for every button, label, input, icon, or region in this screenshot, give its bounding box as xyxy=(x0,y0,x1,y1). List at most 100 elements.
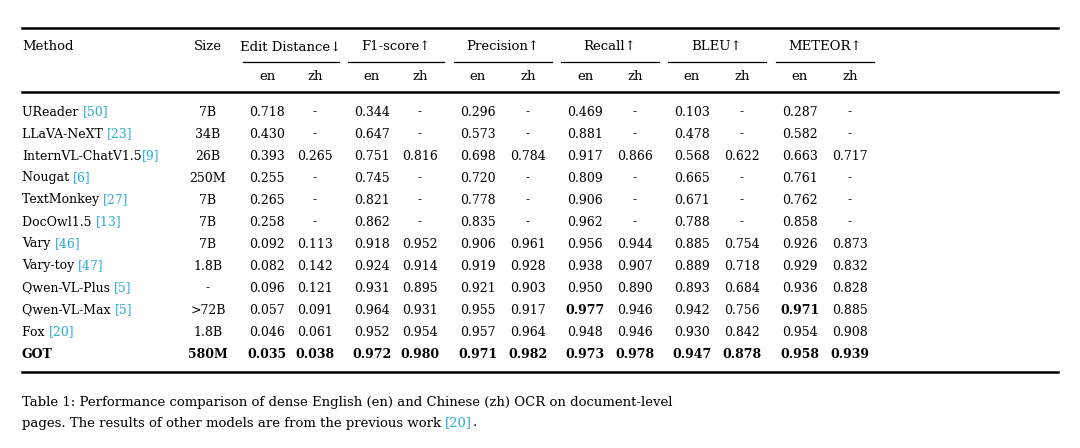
Text: -: - xyxy=(418,105,422,119)
Text: zh: zh xyxy=(521,69,536,82)
Text: 0.917: 0.917 xyxy=(510,303,545,316)
Text: 0.978: 0.978 xyxy=(616,348,654,361)
Text: 0.809: 0.809 xyxy=(567,172,603,185)
Text: 0.842: 0.842 xyxy=(724,326,760,339)
Text: 0.092: 0.092 xyxy=(249,237,285,250)
Text: -: - xyxy=(206,281,211,294)
Text: zh: zh xyxy=(413,69,428,82)
Text: GOT: GOT xyxy=(22,348,53,361)
Text: 0.889: 0.889 xyxy=(674,259,710,272)
Text: 0.946: 0.946 xyxy=(617,303,653,316)
Text: 0.393: 0.393 xyxy=(249,150,285,163)
Text: 0.907: 0.907 xyxy=(617,259,652,272)
Text: 7B: 7B xyxy=(200,105,217,119)
Text: 0.881: 0.881 xyxy=(567,128,603,141)
Text: >72B: >72B xyxy=(190,303,226,316)
Text: 0.035: 0.035 xyxy=(247,348,286,361)
Text: 0.287: 0.287 xyxy=(782,105,818,119)
Text: 0.973: 0.973 xyxy=(566,348,605,361)
Text: Precision↑: Precision↑ xyxy=(467,40,540,53)
Text: -: - xyxy=(848,172,852,185)
Text: UReader: UReader xyxy=(22,105,82,119)
Text: -: - xyxy=(313,172,318,185)
Text: 0.756: 0.756 xyxy=(725,303,760,316)
Text: 0.977: 0.977 xyxy=(565,303,605,316)
Text: -: - xyxy=(526,172,530,185)
Text: -: - xyxy=(848,128,852,141)
Text: 0.096: 0.096 xyxy=(249,281,285,294)
Text: 0.866: 0.866 xyxy=(617,150,653,163)
Text: 0.046: 0.046 xyxy=(249,326,285,339)
Text: 0.890: 0.890 xyxy=(617,281,653,294)
Text: zh: zh xyxy=(842,69,858,82)
Text: 0.954: 0.954 xyxy=(782,326,818,339)
Text: -: - xyxy=(633,172,637,185)
Text: -: - xyxy=(313,215,318,228)
Text: 0.858: 0.858 xyxy=(782,215,818,228)
Text: en: en xyxy=(792,69,808,82)
Text: 0.717: 0.717 xyxy=(833,150,868,163)
Text: 0.895: 0.895 xyxy=(402,281,437,294)
Text: pages. The results of other models are from the previous work: pages. The results of other models are f… xyxy=(22,417,445,430)
Text: -: - xyxy=(418,128,422,141)
Text: en: en xyxy=(364,69,380,82)
Text: 0.944: 0.944 xyxy=(617,237,653,250)
Text: 0.982: 0.982 xyxy=(509,348,548,361)
Text: [13]: [13] xyxy=(95,215,121,228)
Text: -: - xyxy=(633,194,637,207)
Text: 0.478: 0.478 xyxy=(674,128,710,141)
Text: [9]: [9] xyxy=(141,150,159,163)
Text: 0.430: 0.430 xyxy=(249,128,285,141)
Text: Fox: Fox xyxy=(22,326,49,339)
Text: 0.950: 0.950 xyxy=(567,281,603,294)
Text: 0.038: 0.038 xyxy=(296,348,335,361)
Text: -: - xyxy=(418,194,422,207)
Text: 26B: 26B xyxy=(195,150,220,163)
Text: 0.926: 0.926 xyxy=(782,237,818,250)
Text: Vary: Vary xyxy=(22,237,54,250)
Text: 0.788: 0.788 xyxy=(674,215,710,228)
Text: 0.671: 0.671 xyxy=(674,194,710,207)
Text: 0.103: 0.103 xyxy=(674,105,710,119)
Text: 0.958: 0.958 xyxy=(781,348,820,361)
Text: 0.936: 0.936 xyxy=(782,281,818,294)
Text: 0.573: 0.573 xyxy=(460,128,496,141)
Text: [23]: [23] xyxy=(107,128,133,141)
Text: 0.929: 0.929 xyxy=(782,259,818,272)
Text: 0.265: 0.265 xyxy=(249,194,285,207)
Text: 0.918: 0.918 xyxy=(354,237,390,250)
Text: [6]: [6] xyxy=(73,172,91,185)
Text: -: - xyxy=(848,194,852,207)
Text: 0.964: 0.964 xyxy=(354,303,390,316)
Text: en: en xyxy=(684,69,700,82)
Text: 0.947: 0.947 xyxy=(673,348,712,361)
Text: 0.665: 0.665 xyxy=(674,172,710,185)
Text: 0.924: 0.924 xyxy=(354,259,390,272)
Text: 0.964: 0.964 xyxy=(510,326,545,339)
Text: -: - xyxy=(848,215,852,228)
Text: 0.057: 0.057 xyxy=(249,303,285,316)
Text: InternVL-ChatV1.5: InternVL-ChatV1.5 xyxy=(22,150,141,163)
Text: F1-score↑: F1-score↑ xyxy=(362,40,431,53)
Text: 0.980: 0.980 xyxy=(401,348,440,361)
Text: 0.582: 0.582 xyxy=(782,128,818,141)
Text: 0.878: 0.878 xyxy=(723,348,761,361)
Text: en: en xyxy=(577,69,593,82)
Text: -: - xyxy=(418,172,422,185)
Text: [27]: [27] xyxy=(104,194,129,207)
Text: -: - xyxy=(740,105,744,119)
Text: 7B: 7B xyxy=(200,215,217,228)
Text: 0.568: 0.568 xyxy=(674,150,710,163)
Text: 0.784: 0.784 xyxy=(510,150,545,163)
Text: 0.946: 0.946 xyxy=(617,326,653,339)
Text: 0.885: 0.885 xyxy=(832,303,868,316)
Text: 1.8B: 1.8B xyxy=(193,326,222,339)
Text: -: - xyxy=(418,215,422,228)
Text: 34B: 34B xyxy=(195,128,220,141)
Text: 0.972: 0.972 xyxy=(352,348,392,361)
Text: 0.684: 0.684 xyxy=(724,281,760,294)
Text: en: en xyxy=(470,69,486,82)
Text: 7B: 7B xyxy=(200,194,217,207)
Text: 0.914: 0.914 xyxy=(402,259,437,272)
Text: -: - xyxy=(526,128,530,141)
